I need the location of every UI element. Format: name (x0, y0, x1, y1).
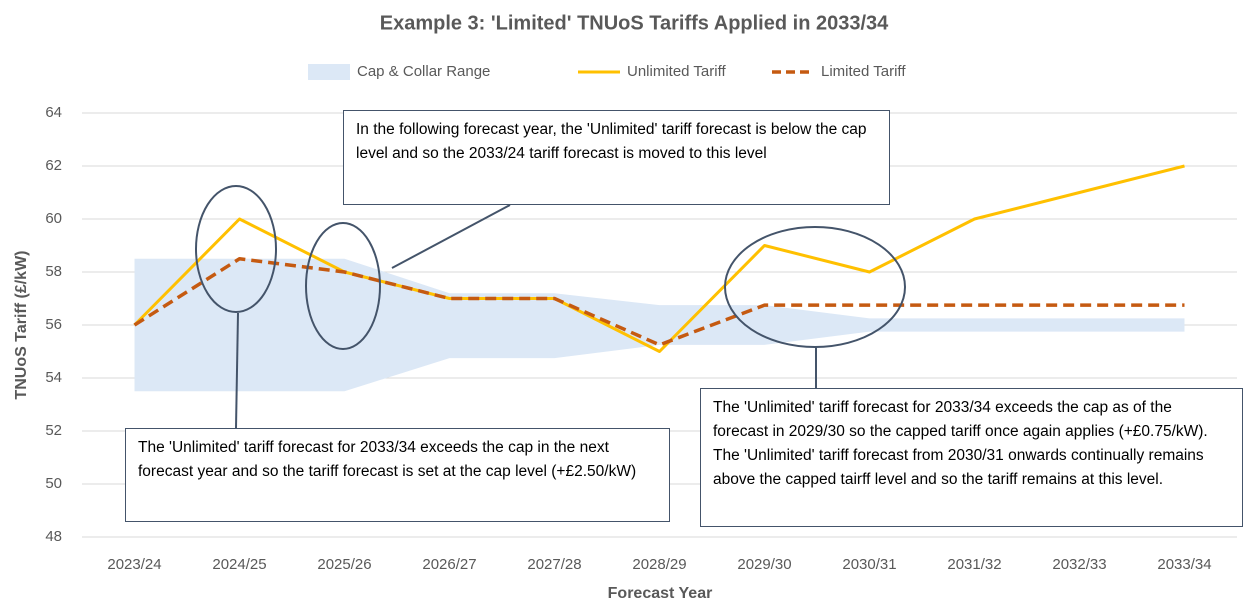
chart-title: Example 3: 'Limited' TNUoS Tariffs Appli… (380, 12, 889, 34)
legend-swatch (308, 64, 350, 80)
x-tick-label: 2031/32 (947, 556, 1001, 573)
highlight-ellipse (305, 222, 381, 350)
x-tick-label: 2029/30 (737, 556, 791, 573)
x-tick-label: 2030/31 (842, 556, 896, 573)
x-tick-label: 2027/28 (527, 556, 581, 573)
series-line (133, 164, 1185, 353)
x-tick-label: 2024/25 (212, 556, 266, 573)
y-tick-label: 54 (45, 369, 62, 386)
x-tick-label: 2032/33 (1052, 556, 1106, 573)
y-axis-label: TNUoS Tariff (£/kW) (13, 250, 30, 399)
x-tick-label: 2028/29 (632, 556, 686, 573)
y-tick-label: 52 (45, 422, 62, 439)
x-tick-label: 2023/24 (107, 556, 161, 573)
x-tick-label: 2025/26 (317, 556, 371, 573)
callout-pointer (391, 204, 511, 269)
y-tick-label: 50 (45, 475, 62, 492)
y-tick-label: 48 (45, 528, 62, 545)
cap-collar-band (134, 258, 1185, 392)
annotation: The 'Unlimited' tariff forecast for 2033… (125, 428, 670, 522)
y-tick-label: 64 (45, 104, 62, 121)
series-line (133, 257, 1185, 347)
legend-label: Unlimited Tariff (627, 63, 726, 80)
x-tick-label: 2033/34 (1157, 556, 1211, 573)
callout-pointer (235, 312, 239, 429)
legend-label: Limited Tariff (821, 63, 906, 80)
y-tick-label: 56 (45, 316, 62, 333)
y-tick-label: 62 (45, 157, 62, 174)
y-tick-label: 58 (45, 263, 62, 280)
x-axis-label: Forecast Year (608, 585, 713, 602)
highlight-ellipse (195, 185, 277, 313)
y-tick-label: 60 (45, 210, 62, 227)
x-tick-label: 2026/27 (422, 556, 476, 573)
annotation: In the following forecast year, the 'Unl… (343, 110, 890, 205)
annotation: The 'Unlimited' tariff forecast for 2033… (700, 388, 1243, 527)
legend-label: Cap & Collar Range (357, 63, 490, 80)
